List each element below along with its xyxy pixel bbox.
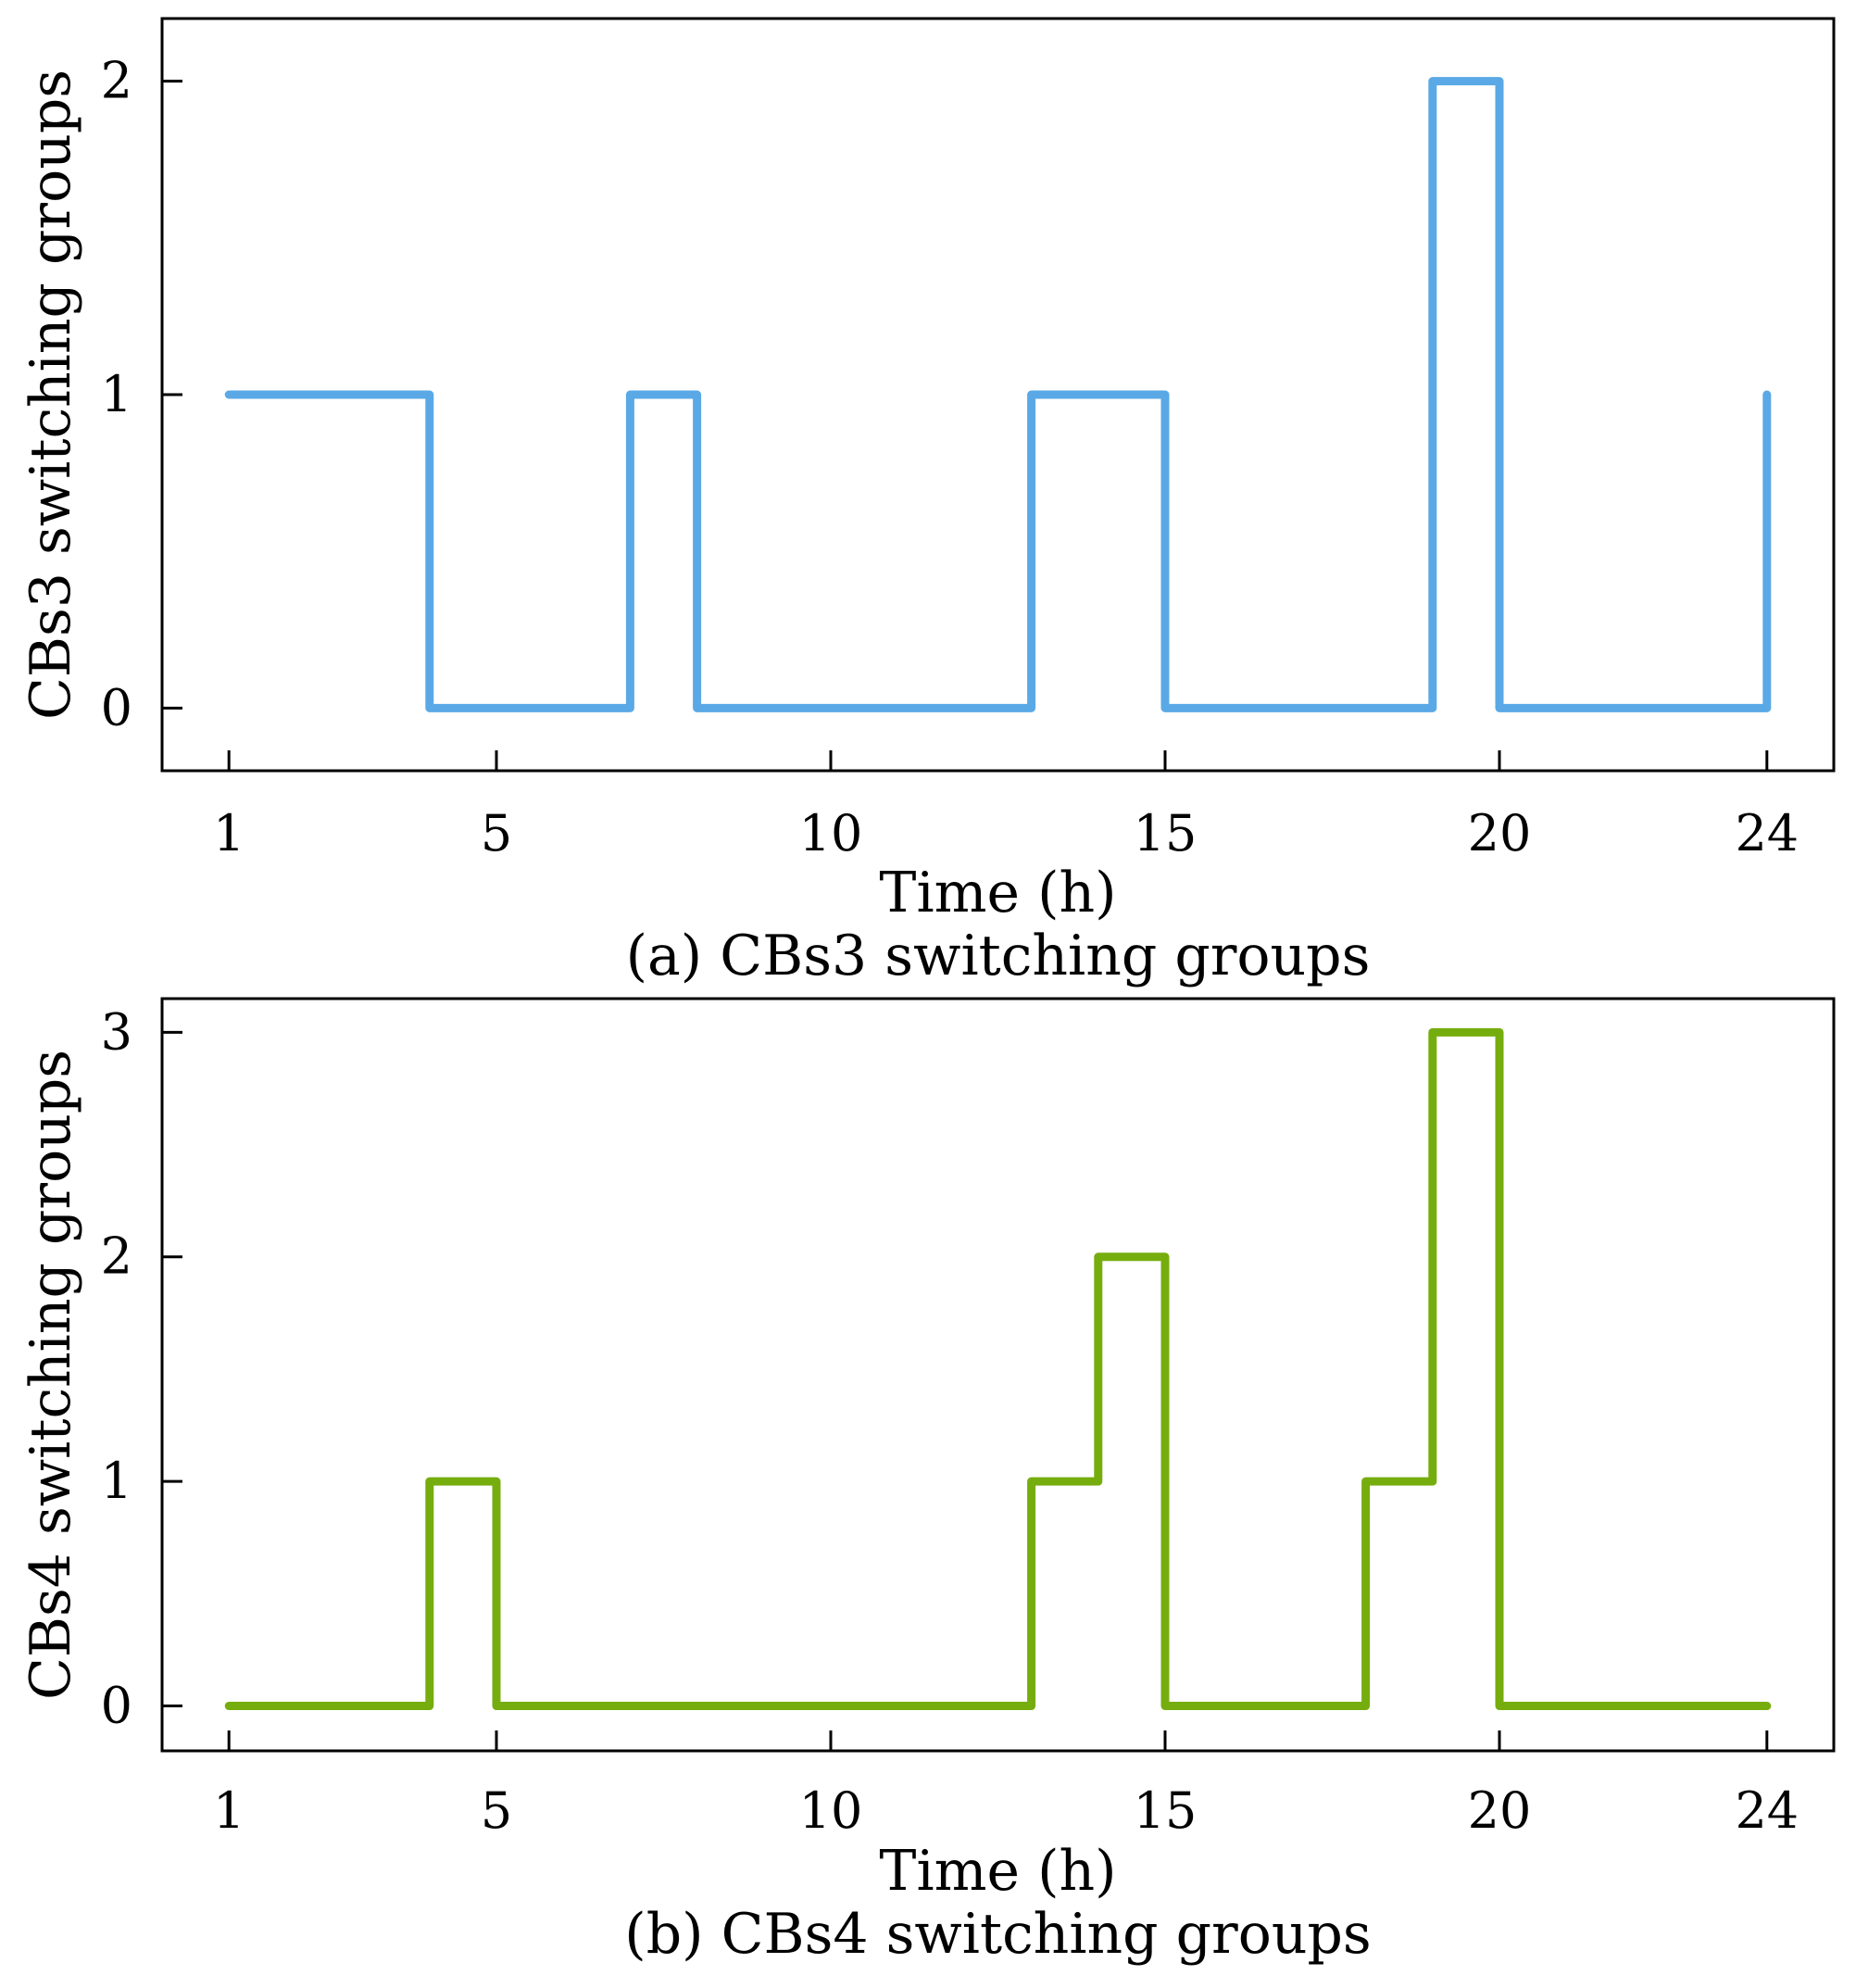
y-tick-label: 2 (101, 1227, 132, 1286)
x-axis-label: Time (h) (879, 1839, 1116, 1904)
series-line (224, 77, 1772, 712)
y-axis-label: CBs3 switching groups (19, 69, 83, 720)
figure-caption: (a) CBs3 switching groups (626, 924, 1371, 988)
x-axis-label: Time (h) (879, 861, 1116, 925)
x-tick-label: 5 (481, 1781, 512, 1840)
figure-caption: (b) CBs4 switching groups (624, 1902, 1371, 1967)
x-tick-label: 24 (1735, 804, 1799, 862)
y-tick-label: 1 (101, 365, 132, 423)
x-tick-label: 15 (1134, 804, 1198, 862)
x-tick-label: 24 (1735, 1781, 1799, 1840)
x-tick-label: 1 (213, 804, 245, 862)
x-tick-label: 20 (1468, 804, 1532, 862)
y-tick-label: 3 (101, 1002, 132, 1061)
x-tick-label: 20 (1468, 1781, 1532, 1840)
x-tick-label: 15 (1134, 1781, 1198, 1840)
y-axis-label: CBs4 switching groups (19, 1050, 83, 1700)
x-tick-label: 1 (213, 1781, 245, 1840)
series-line (224, 1027, 1772, 1711)
y-tick-label: 0 (101, 678, 132, 736)
x-tick-label: 10 (799, 1781, 863, 1840)
y-tick-label: 0 (101, 1677, 132, 1735)
x-tick-label: 5 (481, 804, 512, 862)
plot-frame (160, 997, 1836, 1753)
y-tick-label: 2 (101, 52, 132, 110)
y-tick-label: 1 (101, 1452, 132, 1510)
x-tick-label: 10 (799, 804, 863, 862)
